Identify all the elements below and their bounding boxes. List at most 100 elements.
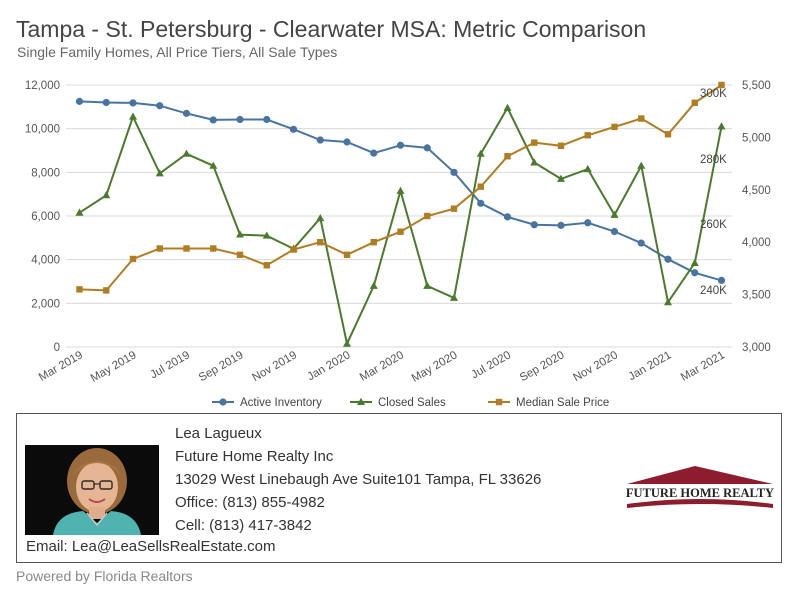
agent-company: Future Home Realty Inc [175,448,334,465]
right-tick-label: 4,500 [742,185,771,197]
legend-label: Median Sale Price [516,397,609,409]
data-point [637,239,645,247]
series-closed-sales [75,103,726,347]
data-point [450,168,458,176]
data-point [557,174,565,182]
data-point [370,149,378,157]
data-point [183,245,190,252]
data-point [396,141,405,149]
x-tick-label: Jul 2020 [469,349,513,381]
data-point [316,136,324,144]
data-point [209,161,218,169]
x-axis-ticks: Mar 2019 May 2019 Jul 2019 Sep 2019 Nov 2019… [37,349,727,385]
data-point [610,227,619,236]
data-point [343,251,351,258]
data-point [289,125,298,133]
data-point [369,281,378,289]
data-point [76,286,83,293]
data-point [236,251,244,258]
annotation-label: 240K [700,285,727,297]
agent-card: Lea Lagueux Future Home Realty Inc 13029… [16,413,782,563]
data-point [290,246,297,253]
x-tick-label: Mar 2021 [679,349,727,384]
left-tick-label: 0 [54,342,60,354]
data-point [476,149,485,157]
legend-label: Active Inventory [240,397,322,409]
data-point [557,221,565,229]
data-point [664,298,672,306]
right-tick-label: 3,000 [742,342,771,354]
annotations: 300K 280K 260K 240K [700,88,727,297]
data-point [396,186,405,194]
legend-item: Median Sale Price [488,397,609,409]
data-point [530,221,538,229]
data-point [495,398,503,406]
right-tick-label: 3,500 [742,290,771,302]
data-point [530,158,539,166]
right-axis-ticks: 3,000 3,500 4,000 4,500 5,000 5,500 [742,80,771,354]
x-tick-label: May 2020 [410,349,460,385]
x-tick-label: Mar 2020 [358,349,406,384]
agent-office-phone[interactable]: Office: (813) 855-4982 [175,494,325,511]
series-median-sale-price [76,81,725,294]
x-tick-label: May 2019 [89,349,139,385]
agent-address: 13029 West Linebaugh Ave Suite101 Tampa,… [175,471,542,488]
x-tick-label: Nov 2020 [571,349,620,384]
data-point [219,398,227,406]
chart-title: Tampa - St. Petersburg - Clearwater MSA:… [16,16,647,42]
data-point [691,99,698,107]
data-point [343,339,351,347]
chart-subtitle: Single Family Homes, All Price Tiers, Al… [17,44,338,60]
left-tick-label: 12,000 [25,80,60,92]
data-point [357,397,365,405]
data-point [503,213,512,221]
data-point [155,169,164,177]
data-point [664,131,672,138]
series-active-inventory [75,97,726,285]
x-tick-label: Sep 2019 [197,349,246,384]
data-point [504,153,511,160]
grid-lines [66,84,732,348]
data-point [637,161,646,169]
data-point [718,81,725,89]
data-point [584,219,592,227]
data-point [236,115,244,124]
data-point [638,115,645,122]
data-point [423,144,431,152]
svg-text:FUTURE HOME REALTY: FUTURE HOME REALTY [626,486,774,500]
agent-email[interactable]: Email: Lea@LeaSellsRealEstate.com [26,538,276,555]
data-point [531,139,538,146]
agent-photo [25,445,159,535]
series-layer [75,81,726,347]
legend: Active Inventory Closed Sales Median Sale … [212,397,609,409]
data-point [102,191,111,199]
left-tick-label: 8,000 [31,167,60,179]
data-point [397,228,404,235]
left-axis-ticks: 0 2,000 4,000 6,000 8,000 10,000 12,000 [25,80,60,354]
agent-cell-phone[interactable]: Cell: (813) 417-3842 [175,517,312,534]
data-point [691,269,699,277]
data-point [236,230,244,238]
data-point [182,149,191,157]
data-point [343,138,351,146]
annotation-label: 300K [700,88,727,100]
data-point [610,210,619,218]
data-point [210,245,217,252]
powered-by-footer: Powered by Florida Realtors [16,568,193,584]
data-point [611,123,618,131]
data-point [664,255,672,263]
right-tick-label: 4,000 [742,237,771,249]
data-point [262,231,271,239]
data-point [557,142,565,149]
data-point [182,109,191,117]
x-tick-label: Sep 2020 [518,349,567,384]
data-point [717,276,726,285]
data-point [129,255,137,263]
x-tick-label: Mar 2019 [37,349,85,384]
x-tick-label: Jan 2020 [306,349,353,383]
data-point [129,99,137,107]
data-point [477,199,485,207]
agent-name: Lea Lagueux [175,425,262,442]
data-point [75,208,84,216]
data-point [209,116,217,124]
